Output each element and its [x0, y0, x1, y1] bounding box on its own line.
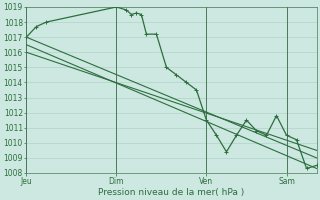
X-axis label: Pression niveau de la mer( hPa ): Pression niveau de la mer( hPa ) [98, 188, 244, 197]
